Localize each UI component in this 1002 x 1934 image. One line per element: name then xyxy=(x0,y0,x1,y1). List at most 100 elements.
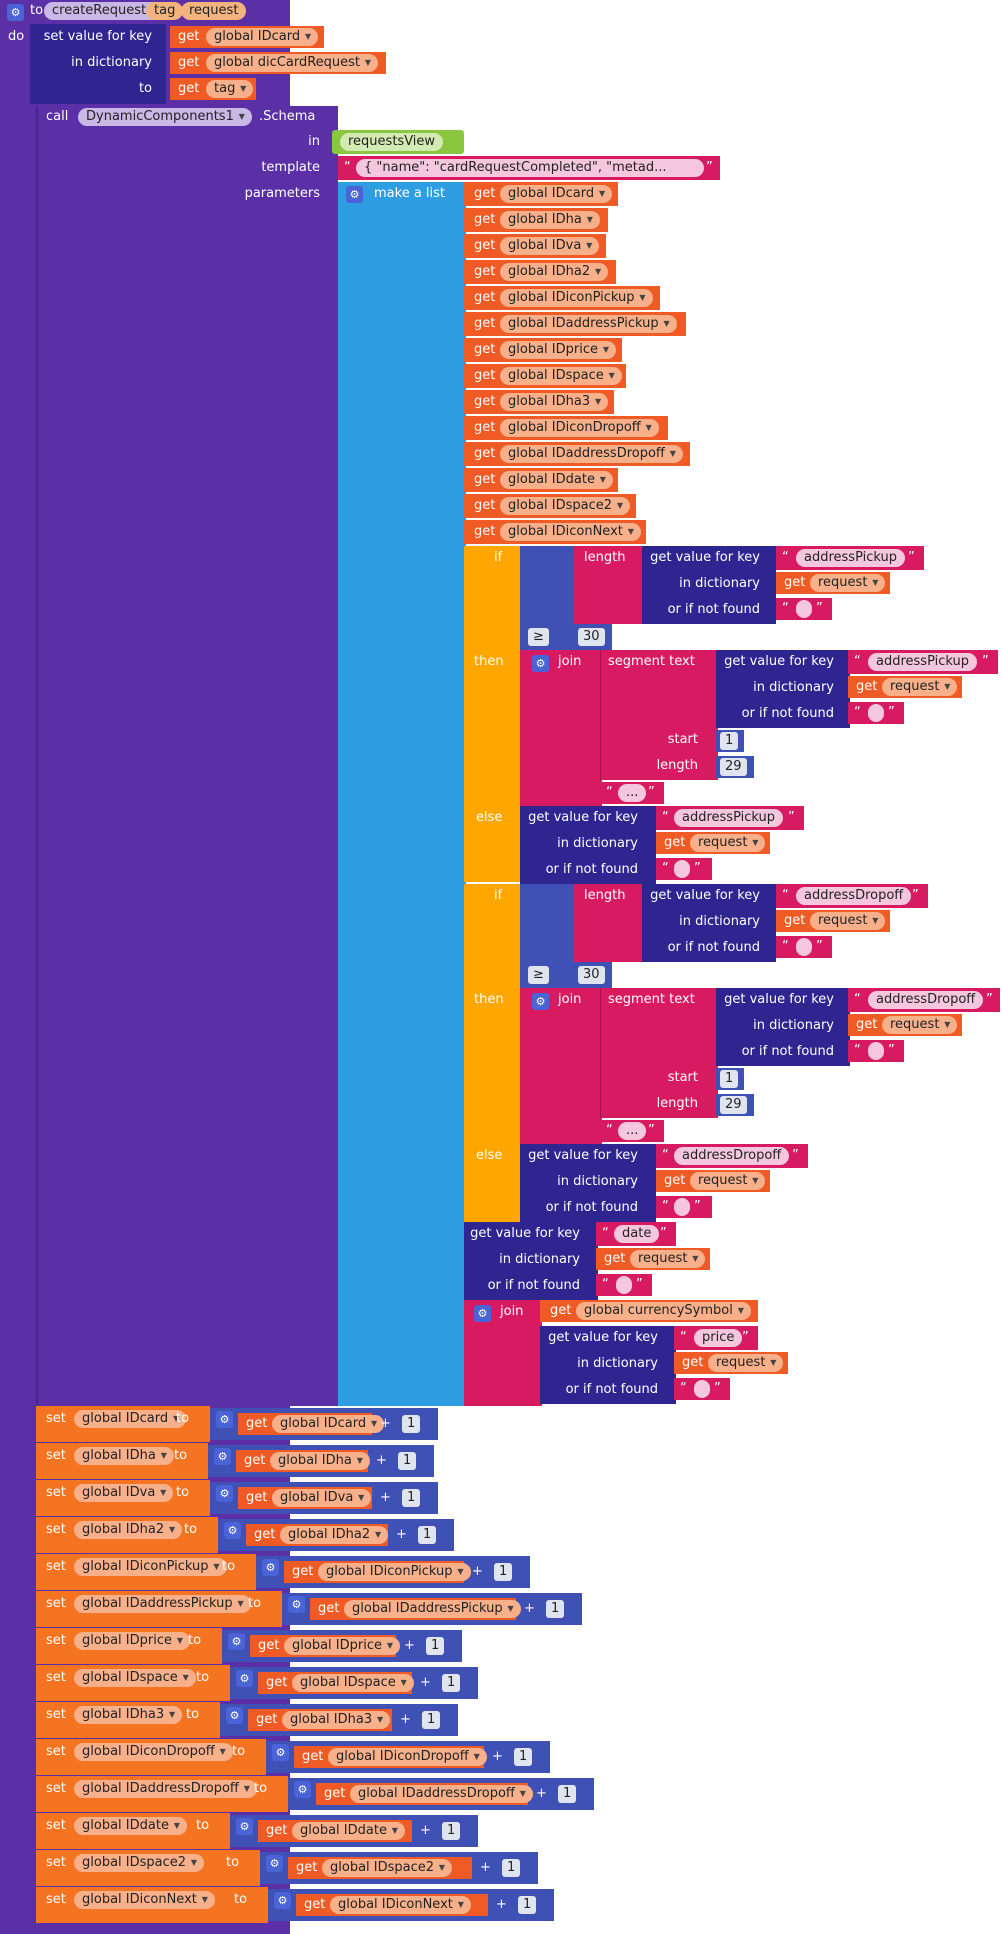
param-tag[interactable]: tag xyxy=(146,2,184,20)
var-dropdown[interactable]: global IDaddressDropoff ▼ xyxy=(500,445,683,463)
empty-string[interactable] xyxy=(616,1276,632,1294)
gear-icon[interactable]: ⚙ xyxy=(532,655,549,672)
string-value[interactable]: addressPickup xyxy=(674,809,784,827)
empty-string[interactable] xyxy=(796,600,812,618)
num-1[interactable]: 1 xyxy=(402,1415,421,1433)
var-dropdown[interactable]: global IDdate ▼ xyxy=(74,1817,187,1835)
var-dropdown[interactable]: global IDiconNext ▼ xyxy=(330,1896,471,1914)
gear-icon[interactable]: ⚙ xyxy=(236,1818,253,1835)
var-dropdown[interactable]: global IDha3 ▼ xyxy=(74,1706,183,1724)
gear-icon[interactable]: ⚙ xyxy=(7,4,24,21)
string-value[interactable]: price xyxy=(694,1329,743,1347)
get-value-block[interactable] xyxy=(540,1326,676,1404)
var-dropdown[interactable]: global IDha2 ▼ xyxy=(74,1521,183,1539)
num-30[interactable]: 30 xyxy=(578,966,605,984)
gear-icon[interactable]: ⚙ xyxy=(262,1559,279,1576)
var-dropdown[interactable]: global IDiconDropoff ▼ xyxy=(328,1748,487,1766)
requests-view[interactable]: requestsView xyxy=(340,133,444,151)
gear-icon[interactable]: ⚙ xyxy=(288,1596,305,1613)
var-dropdown[interactable]: global IDprice ▼ xyxy=(500,341,616,359)
segment-block[interactable] xyxy=(600,988,718,1118)
length-block[interactable] xyxy=(574,546,642,624)
call-block[interactable] xyxy=(36,106,338,1406)
gear-icon[interactable]: ⚙ xyxy=(228,1633,245,1650)
var-dropdown[interactable]: global IDdate ▼ xyxy=(292,1822,405,1840)
num-1[interactable]: 1 xyxy=(494,1563,513,1581)
compare-op[interactable]: ≥ xyxy=(528,966,549,984)
gear-icon[interactable]: ⚙ xyxy=(532,993,549,1010)
var-dropdown[interactable]: tag ▼ xyxy=(206,80,254,98)
get-value-block[interactable] xyxy=(520,1144,656,1222)
make-list-block[interactable] xyxy=(338,182,466,1406)
var-dropdown[interactable]: global IDaddressDropoff ▼ xyxy=(74,1780,257,1798)
string-value[interactable]: addressDropoff xyxy=(796,887,912,905)
var-dropdown[interactable]: global IDiconPickup ▼ xyxy=(500,289,653,307)
get-value-block[interactable] xyxy=(716,988,850,1066)
var-dropdown[interactable]: request ▼ xyxy=(810,912,886,930)
num-1[interactable]: 1 xyxy=(546,1600,565,1618)
var-dropdown[interactable]: global IDaddressPickup ▼ xyxy=(74,1595,251,1613)
gear-icon[interactable]: ⚙ xyxy=(226,1707,243,1724)
set-dict-block[interactable] xyxy=(30,24,166,104)
if-block[interactable] xyxy=(464,884,522,1222)
var-dropdown[interactable]: global IDha ▼ xyxy=(270,1452,370,1470)
var-dropdown[interactable]: global IDaddressDropoff ▼ xyxy=(350,1785,533,1803)
gear-icon[interactable]: ⚙ xyxy=(474,1305,491,1322)
gear-icon[interactable]: ⚙ xyxy=(224,1522,241,1539)
empty-string[interactable] xyxy=(796,938,812,956)
var-dropdown[interactable]: global IDspace2 ▼ xyxy=(500,497,631,515)
var-dropdown[interactable]: request ▼ xyxy=(630,1250,706,1268)
string-value[interactable]: addressDropoff xyxy=(868,991,984,1009)
template-string[interactable]: { "name": "cardRequestCompleted", "metad… xyxy=(356,159,704,177)
gear-icon[interactable]: ⚙ xyxy=(272,1744,289,1761)
num-29[interactable]: 29 xyxy=(720,758,747,776)
num-1[interactable]: 1 xyxy=(720,732,739,750)
string-value[interactable]: addressPickup xyxy=(868,653,978,671)
compare-op[interactable]: ≥ xyxy=(528,628,549,646)
empty-string[interactable] xyxy=(694,1380,710,1398)
ellipsis-string[interactable]: ... xyxy=(618,1122,647,1140)
segment-block[interactable] xyxy=(600,650,718,780)
gear-icon[interactable]: ⚙ xyxy=(216,1411,233,1428)
num-1[interactable]: 1 xyxy=(402,1489,421,1507)
var-dropdown[interactable]: global IDha2 ▼ xyxy=(280,1526,389,1544)
string-value[interactable]: addressDropoff xyxy=(674,1147,790,1165)
var-dropdown[interactable]: global IDcard ▼ xyxy=(272,1415,385,1433)
var-dropdown[interactable]: global IDspace2 ▼ xyxy=(74,1854,205,1872)
num-1[interactable]: 1 xyxy=(720,1070,739,1088)
get-value-block[interactable] xyxy=(520,806,656,884)
string-value[interactable]: addressPickup xyxy=(796,549,906,567)
var-dropdown[interactable]: global IDcard ▼ xyxy=(74,1410,187,1428)
var-dropdown[interactable]: global IDiconDropoff ▼ xyxy=(74,1743,233,1761)
empty-string[interactable] xyxy=(868,704,884,722)
num-1[interactable]: 1 xyxy=(502,1859,521,1877)
var-dropdown[interactable]: global IDaddressPickup ▼ xyxy=(500,315,677,333)
var-dropdown[interactable]: global IDspace2 ▼ xyxy=(322,1859,453,1877)
num-29[interactable]: 29 xyxy=(720,1096,747,1114)
var-dropdown[interactable]: global IDiconPickup ▼ xyxy=(74,1558,227,1576)
var-dropdown[interactable]: global IDiconPickup ▼ xyxy=(318,1563,471,1581)
var-dropdown[interactable]: global IDprice ▼ xyxy=(74,1632,190,1650)
get-value-block[interactable] xyxy=(464,1222,598,1300)
num-1[interactable]: 1 xyxy=(426,1637,445,1655)
var-dropdown[interactable]: global IDiconNext ▼ xyxy=(500,523,641,541)
var-dropdown[interactable]: global IDcard ▼ xyxy=(500,185,613,203)
length-block[interactable] xyxy=(574,884,642,962)
num-1[interactable]: 1 xyxy=(558,1785,577,1803)
num-30[interactable]: 30 xyxy=(578,628,605,646)
var-dropdown[interactable]: global IDva ▼ xyxy=(500,237,600,255)
var-dropdown[interactable]: global currencySymbol ▼ xyxy=(576,1302,751,1320)
var-dropdown[interactable]: request ▼ xyxy=(810,574,886,592)
num-1[interactable]: 1 xyxy=(442,1822,461,1840)
var-dropdown[interactable]: global IDcard ▼ xyxy=(206,28,319,46)
gear-icon[interactable]: ⚙ xyxy=(294,1781,311,1798)
join-block[interactable] xyxy=(520,650,602,806)
num-1[interactable]: 1 xyxy=(418,1526,437,1544)
var-dropdown[interactable]: global IDiconNext ▼ xyxy=(74,1891,215,1909)
gear-icon[interactable]: ⚙ xyxy=(214,1448,231,1465)
var-dropdown[interactable]: global IDiconDropoff ▼ xyxy=(500,419,659,437)
var-dropdown[interactable]: request ▼ xyxy=(690,834,766,852)
var-dropdown[interactable]: global dicCardRequest ▼ xyxy=(206,54,379,72)
var-dropdown[interactable]: global IDha3 ▼ xyxy=(282,1711,391,1729)
get-value-block[interactable] xyxy=(642,546,776,624)
